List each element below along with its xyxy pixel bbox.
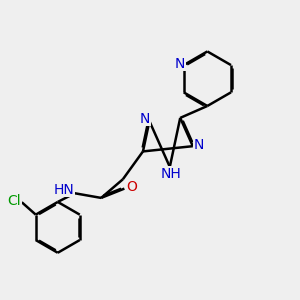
Text: N: N [175, 56, 185, 70]
Text: HN: HN [54, 182, 74, 197]
Text: N: N [140, 112, 150, 126]
Text: O: O [127, 180, 138, 194]
Text: Cl: Cl [7, 194, 21, 208]
Text: NH: NH [161, 167, 182, 181]
Text: N: N [193, 138, 204, 152]
